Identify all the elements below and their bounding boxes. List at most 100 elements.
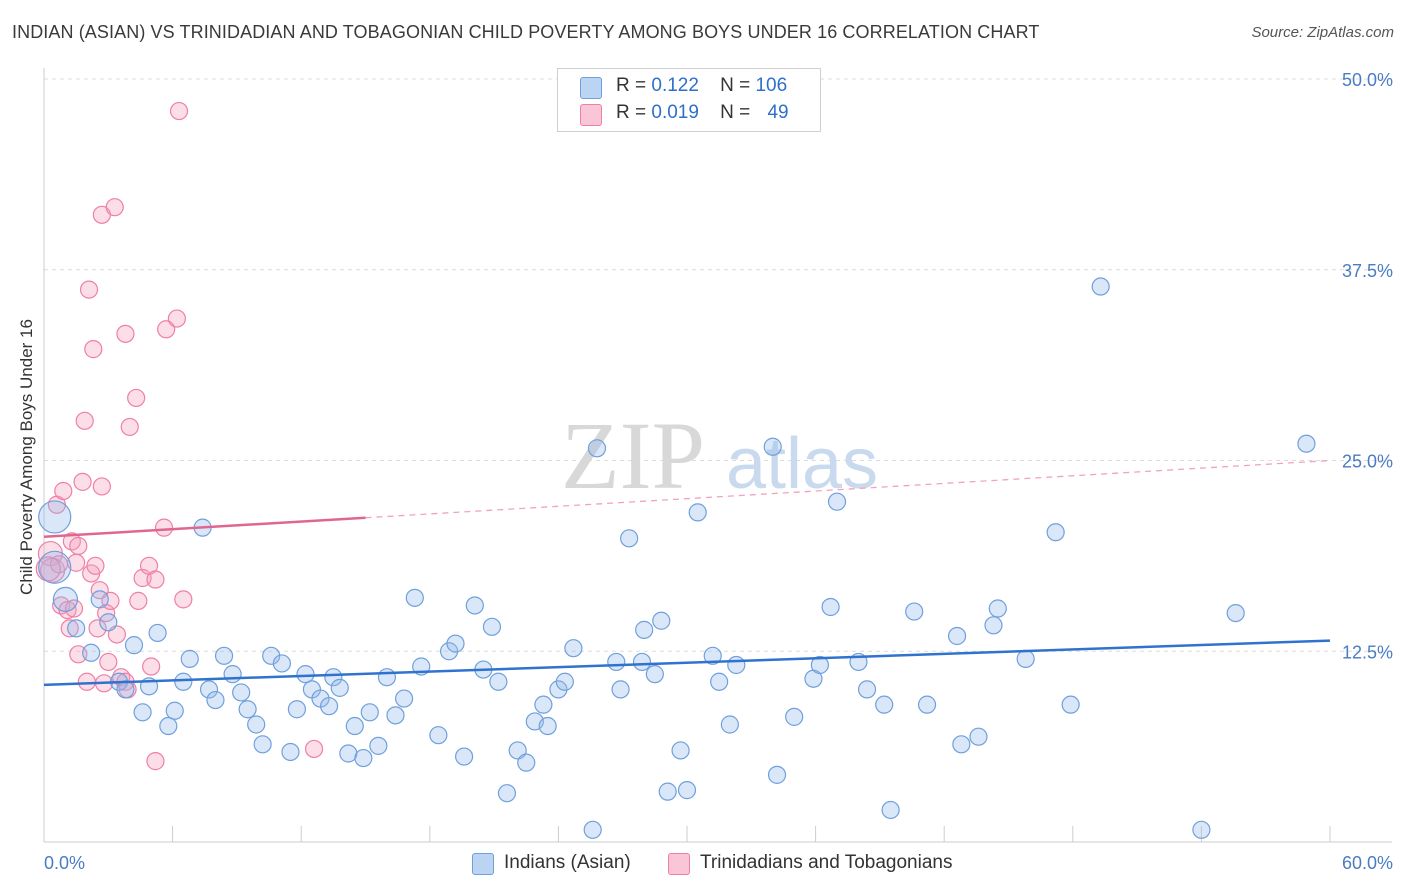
- trinidadian-point-12: [73, 472, 92, 491]
- legend-n-value: 106: [755, 75, 788, 96]
- legend-r-label: R =: [616, 102, 647, 123]
- trinidadian-point-36: [129, 591, 148, 610]
- bottom-legend-swatch-blue: [472, 853, 494, 875]
- axes: [43, 68, 1392, 843]
- watermark-atlas: atlas: [726, 424, 878, 504]
- indian-point-21: [223, 665, 242, 684]
- indian-point-98: [1016, 649, 1035, 668]
- indian-point-80: [763, 437, 782, 456]
- trinidadian-point-11: [69, 536, 88, 556]
- indian-point-101: [1091, 277, 1110, 296]
- y-tick-label-3: 50.0%: [1342, 70, 1393, 90]
- legend-swatch-blue: [580, 77, 602, 99]
- indian-point-29: [287, 700, 307, 719]
- indian-point-42: [386, 706, 405, 725]
- indian-point-85: [821, 597, 840, 617]
- indian-point-2: [52, 586, 79, 612]
- trinidadian-point-45: [169, 101, 189, 121]
- indian-point-16: [180, 649, 199, 668]
- indian-point-22: [232, 683, 251, 702]
- indian-point-39: [360, 703, 379, 722]
- trinidadian-point-47: [304, 739, 324, 759]
- indian-point-40: [369, 736, 388, 755]
- y-tick-label-1: 25.0%: [1342, 452, 1393, 472]
- indian-point-13: [159, 716, 178, 736]
- indian-point-68: [632, 652, 652, 672]
- trinidadian-trend-line-solid: [43, 516, 366, 539]
- indian-point-103: [1226, 603, 1245, 623]
- indian-point-3: [67, 619, 86, 638]
- indian-point-60: [549, 680, 568, 699]
- trinidadian-point-39: [142, 657, 161, 676]
- indian-point-88: [857, 680, 877, 699]
- indian-point-5: [90, 590, 109, 609]
- indian-point-52: [482, 617, 502, 636]
- indian-point-35: [330, 678, 349, 697]
- trinidadian-point-42: [154, 518, 174, 537]
- indian-point-58: [534, 695, 553, 714]
- bottom-legend-swatch-pink: [668, 853, 690, 875]
- watermark: ZIP atlas: [561, 402, 878, 509]
- indian-point-94: [952, 735, 971, 754]
- indian-point-69: [635, 620, 654, 639]
- legend-n-value: 49: [767, 102, 789, 123]
- indian-point-53: [489, 672, 508, 691]
- legend-swatch-pink: [580, 104, 602, 126]
- indian-point-54: [497, 784, 517, 803]
- indian-point-34: [324, 668, 343, 687]
- trinidadian-point-16: [79, 280, 99, 299]
- indian-point-43: [394, 689, 414, 708]
- y-tick-label-0: 12.5%: [1342, 642, 1393, 662]
- blue-series-points: [38, 277, 1316, 839]
- indian-point-49: [454, 747, 474, 766]
- indian-point-59: [538, 716, 557, 736]
- indian-point-102: [1192, 820, 1211, 839]
- trinidadian-point-14: [75, 411, 94, 430]
- indian-point-73: [671, 741, 690, 760]
- indian-point-75: [688, 503, 707, 522]
- chart-source: Source: ZipAtlas.com: [1251, 24, 1394, 41]
- indian-point-48: [446, 634, 465, 653]
- indian-point-10: [133, 703, 152, 722]
- trinidadian-point-5: [54, 481, 73, 501]
- indian-point-27: [272, 654, 292, 673]
- indian-point-50: [465, 596, 484, 615]
- indian-point-38: [354, 748, 373, 768]
- legend-r-value: 0.122: [651, 75, 699, 96]
- indian-point-41: [377, 668, 397, 687]
- bottom-legend-label-indians: Indians (Asian): [504, 852, 631, 873]
- indian-point-46: [429, 726, 448, 745]
- trinidadian-point-35: [127, 388, 146, 408]
- indian-point-96: [984, 616, 1003, 635]
- indian-point-1: [38, 550, 72, 584]
- indian-point-12: [148, 623, 167, 643]
- indian-point-67: [620, 529, 639, 548]
- trinidadian-point-7: [60, 619, 79, 638]
- indian-point-24: [247, 715, 266, 734]
- indian-point-61: [555, 672, 574, 691]
- indian-trend-line: [43, 639, 1331, 687]
- indian-point-20: [214, 646, 234, 665]
- bottom-legend-label-trinidadians: Trinidadians and Tobagonians: [700, 852, 953, 873]
- chart-title: INDIAN (ASIAN) VS TRINIDADIAN AND TOBAGO…: [12, 22, 1040, 42]
- indian-point-23: [238, 700, 257, 719]
- indian-point-56: [517, 753, 536, 772]
- x-tick-label-1: 60.0%: [1342, 853, 1393, 873]
- indian-point-70: [645, 665, 664, 684]
- indian-point-28: [281, 742, 300, 762]
- x-tick-label-0: 0.0%: [44, 853, 85, 873]
- indian-point-82: [785, 707, 804, 726]
- trinidadian-point-18: [84, 340, 103, 359]
- indian-point-100: [1061, 695, 1080, 714]
- indian-point-79: [727, 655, 746, 675]
- trinidadian-point-40: [146, 752, 165, 771]
- indian-point-104: [1297, 434, 1316, 453]
- indian-point-62: [564, 639, 583, 658]
- trinidadian-point-48: [35, 556, 61, 582]
- legend-n-label: N =: [720, 102, 751, 123]
- legend-r-value: 0.019: [651, 102, 699, 123]
- watermark-zip: ZIP: [561, 402, 705, 509]
- trinidadian-trend-line-dashed: [365, 459, 1331, 519]
- indian-point-4: [82, 643, 101, 662]
